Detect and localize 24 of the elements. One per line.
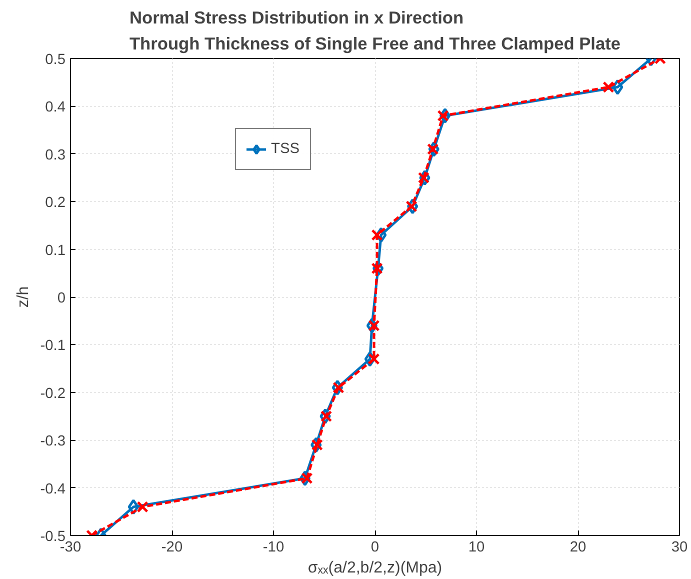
point bbox=[371, 229, 383, 241]
x-tick-label: 30 bbox=[671, 540, 688, 556]
y-axis-title: z/h bbox=[15, 286, 32, 308]
x-tick-label: 0 bbox=[370, 540, 380, 556]
point bbox=[602, 81, 614, 93]
y-tick-label: 0 bbox=[57, 290, 66, 306]
y-tick-label: -0.1 bbox=[40, 338, 66, 354]
x-tick-label: -10 bbox=[262, 540, 284, 556]
x-tick-label: 20 bbox=[570, 540, 586, 556]
y-tick-label: 0.2 bbox=[45, 195, 66, 212]
y-tick-label: -0.4 bbox=[40, 481, 66, 498]
y-tick-label: 0.4 bbox=[45, 100, 66, 116]
y-tick-label: 0.5 bbox=[45, 52, 66, 68]
x-axis-title: σₓₓ(a/2,b/2,z)(Mpa) bbox=[308, 560, 442, 576]
chart-title: Normal Stress Distribution in x Direction Through Thickness of Single Free and Three Clamped Plate bbox=[129, 8, 621, 54]
y-tick-label: -0.3 bbox=[40, 434, 66, 450]
legend-label: TSS bbox=[271, 141, 300, 157]
point bbox=[368, 353, 380, 365]
x-tick-label: 10 bbox=[468, 540, 485, 556]
point bbox=[136, 501, 148, 513]
y-tick-label: 0.3 bbox=[45, 147, 66, 164]
y-tick-label: -0.2 bbox=[40, 386, 66, 402]
y-tick-label: 0.1 bbox=[45, 242, 66, 259]
x-tick-label: -20 bbox=[161, 540, 183, 556]
